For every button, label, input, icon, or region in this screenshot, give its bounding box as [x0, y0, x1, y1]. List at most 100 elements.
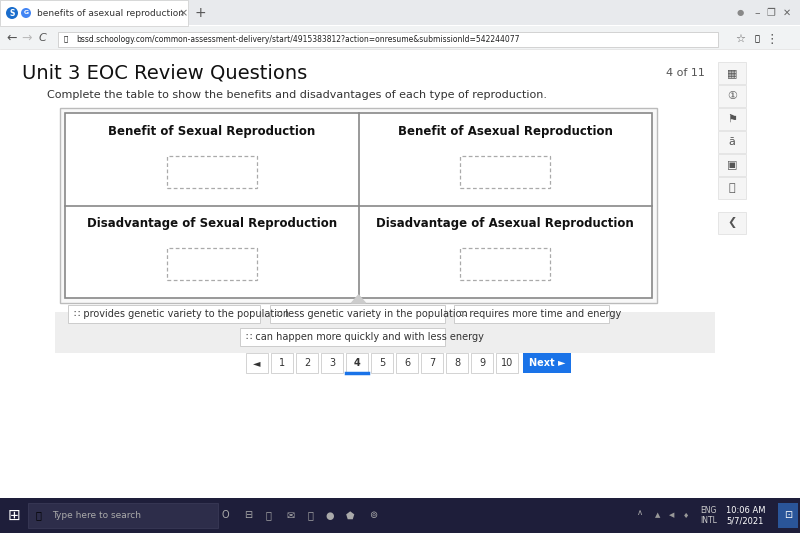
- Text: ◀: ◀: [670, 513, 674, 519]
- Bar: [0, 0, 800, 25]
- Text: Next ►: Next ►: [529, 358, 566, 368]
- Text: Benefit of Asexual Reproduction: Benefit of Asexual Reproduction: [398, 125, 613, 138]
- Text: ●: ●: [326, 511, 334, 521]
- Bar: [523, 353, 571, 373]
- Text: Complete the table to show the benefits and disadvantages of each type of reprod: Complete the table to show the benefits …: [47, 90, 547, 100]
- Bar: [346, 353, 368, 373]
- Text: Disadvantage of Sexual Reproduction: Disadvantage of Sexual Reproduction: [86, 217, 337, 230]
- Text: 5/7/2021: 5/7/2021: [726, 516, 763, 525]
- Bar: [246, 353, 268, 373]
- Text: ❐: ❐: [766, 8, 775, 18]
- Circle shape: [21, 8, 31, 18]
- Bar: [0, 26, 800, 49]
- Text: 🔒: 🔒: [307, 511, 313, 521]
- Bar: [460, 248, 550, 280]
- Bar: [718, 131, 746, 153]
- Text: 7: 7: [429, 358, 435, 368]
- Text: ①: ①: [727, 91, 737, 101]
- Bar: [718, 62, 746, 84]
- Text: ←: ←: [6, 31, 18, 44]
- Text: ∧: ∧: [637, 508, 643, 517]
- Text: 6: 6: [404, 358, 410, 368]
- Bar: [718, 85, 746, 107]
- Text: ⬟: ⬟: [346, 511, 354, 521]
- Text: ⊡: ⊡: [784, 511, 792, 521]
- Text: ●: ●: [736, 9, 744, 18]
- Text: ENG: ENG: [700, 506, 716, 515]
- Text: ∷ provides genetic variety to the population: ∷ provides genetic variety to the popula…: [74, 309, 289, 319]
- Text: ▲: ▲: [655, 513, 661, 519]
- Bar: [718, 108, 746, 130]
- Bar: [166, 248, 257, 280]
- Text: ♦: ♦: [683, 513, 689, 519]
- Bar: [460, 156, 550, 188]
- Circle shape: [6, 7, 18, 19]
- Text: benefits of asexual reproduction: benefits of asexual reproduction: [37, 9, 184, 18]
- Text: 10: 10: [501, 358, 513, 368]
- Bar: [68, 305, 260, 323]
- Bar: [0, 0, 188, 26]
- Text: ▣: ▣: [726, 160, 738, 170]
- Bar: [371, 353, 393, 373]
- Bar: [60, 108, 657, 303]
- Text: ⋮: ⋮: [766, 33, 778, 45]
- Bar: [166, 156, 257, 188]
- Bar: [471, 353, 493, 373]
- Text: ⊟: ⊟: [244, 511, 252, 521]
- Text: ✉: ✉: [286, 511, 294, 521]
- Bar: [446, 353, 468, 373]
- Text: Type here to search: Type here to search: [52, 511, 141, 520]
- Text: 5: 5: [379, 358, 385, 368]
- Text: C: C: [38, 33, 46, 43]
- Bar: [496, 353, 518, 373]
- Bar: [58, 32, 718, 47]
- Bar: [28, 503, 218, 528]
- Text: ▦: ▦: [726, 68, 738, 78]
- Text: S: S: [10, 9, 14, 18]
- Text: Unit 3 EOC Review Questions: Unit 3 EOC Review Questions: [22, 63, 307, 83]
- Text: 3: 3: [329, 358, 335, 368]
- Text: +: +: [194, 6, 206, 20]
- Bar: [718, 177, 746, 199]
- Text: ⊞: ⊞: [8, 508, 20, 523]
- Text: ❮: ❮: [727, 217, 737, 229]
- Text: G: G: [23, 11, 29, 15]
- Bar: [0, 498, 800, 533]
- Bar: [718, 212, 746, 234]
- Text: 2: 2: [304, 358, 310, 368]
- Text: 📁: 📁: [265, 511, 271, 521]
- Text: →: →: [22, 31, 32, 44]
- Text: ✕: ✕: [783, 8, 791, 18]
- Text: ⊚: ⊚: [369, 511, 377, 521]
- Bar: [270, 305, 445, 323]
- Text: bssd.schoology.com/common-assessment-delivery/start/4915383812?action=onresume&s: bssd.schoology.com/common-assessment-del…: [76, 35, 519, 44]
- Bar: [0, 49, 714, 498]
- Bar: [271, 353, 293, 373]
- Bar: [421, 353, 443, 373]
- Text: O: O: [221, 511, 229, 521]
- Bar: [454, 305, 609, 323]
- Bar: [396, 353, 418, 373]
- Text: INTL: INTL: [700, 516, 717, 525]
- Bar: [65, 113, 652, 298]
- Text: 👤: 👤: [754, 35, 759, 44]
- Text: –: –: [754, 8, 760, 18]
- Bar: [778, 503, 798, 528]
- Text: 1: 1: [279, 358, 285, 368]
- Bar: [240, 328, 445, 346]
- Text: ◄: ◄: [254, 358, 261, 368]
- Text: 8: 8: [454, 358, 460, 368]
- Bar: [55, 312, 715, 353]
- Text: ∷ can happen more quickly and with less energy: ∷ can happen more quickly and with less …: [246, 332, 484, 342]
- Text: Benefit of Sexual Reproduction: Benefit of Sexual Reproduction: [108, 125, 315, 138]
- Text: 4 of 11: 4 of 11: [666, 68, 705, 78]
- Text: ×: ×: [178, 8, 188, 18]
- Text: ⤢: ⤢: [729, 183, 735, 193]
- Text: Disadvantage of Asexual Reproduction: Disadvantage of Asexual Reproduction: [376, 217, 634, 230]
- Text: 10:06 AM: 10:06 AM: [726, 506, 766, 515]
- Text: 9: 9: [479, 358, 485, 368]
- Text: 🔒: 🔒: [64, 36, 68, 42]
- Text: 4: 4: [354, 358, 360, 368]
- Text: ☆: ☆: [735, 34, 745, 44]
- Text: ∷ less genetic variety in the population: ∷ less genetic variety in the population: [276, 309, 468, 319]
